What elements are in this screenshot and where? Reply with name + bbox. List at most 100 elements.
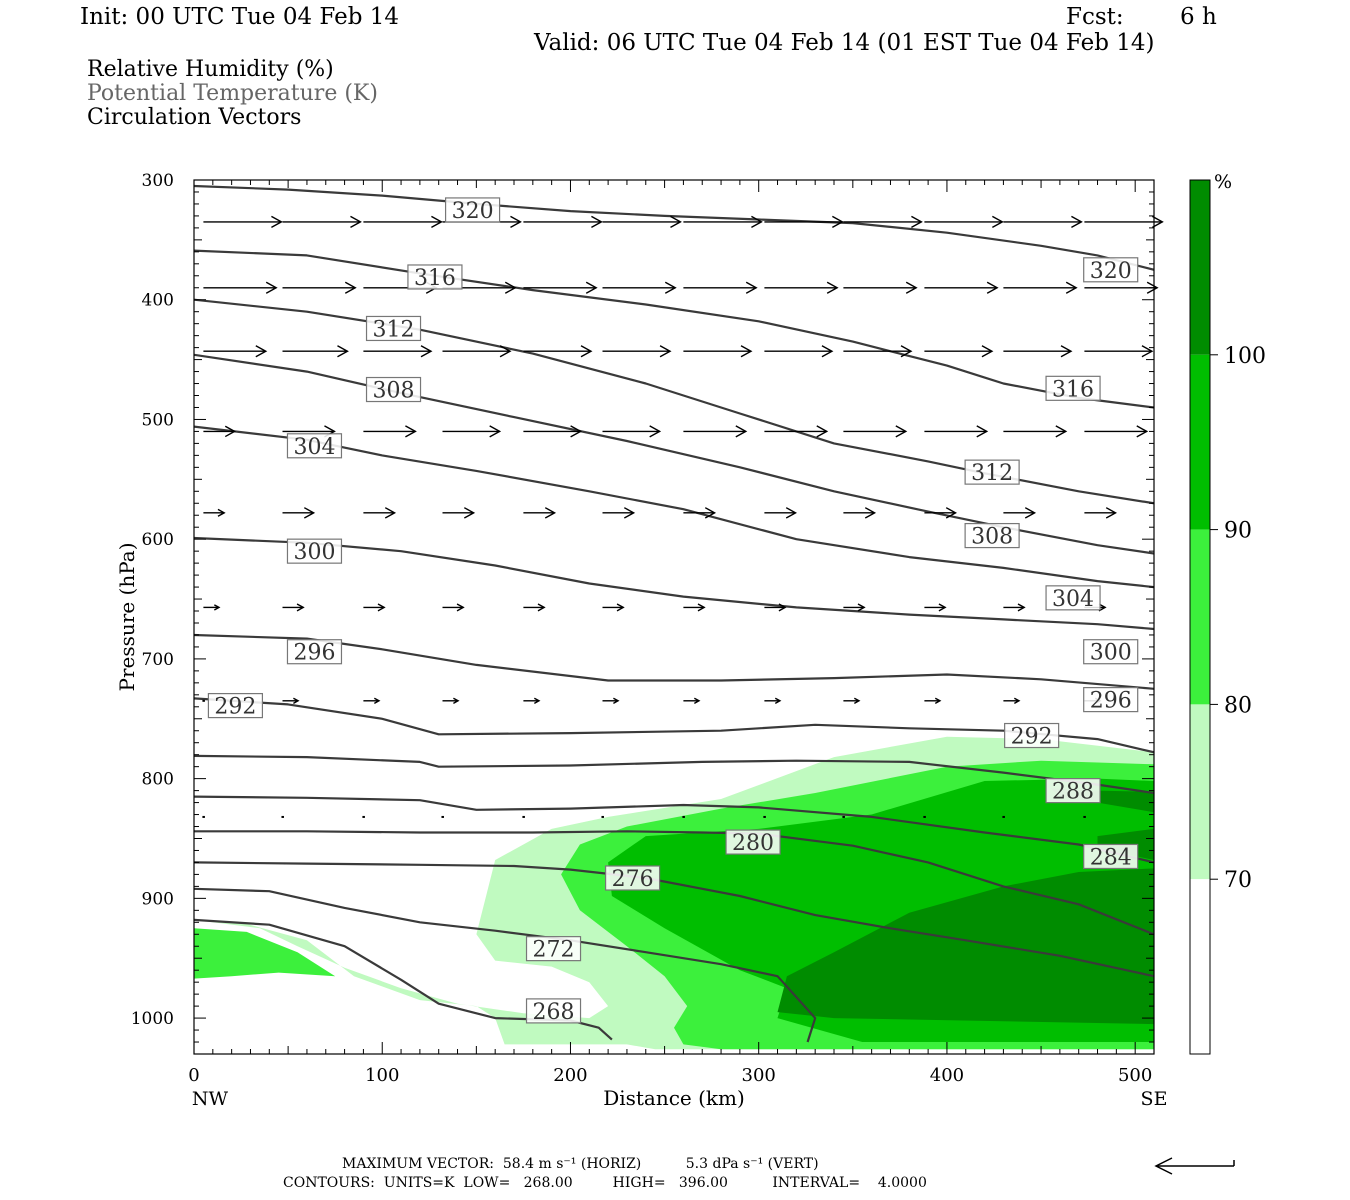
vector-r6-c2	[363, 697, 381, 704]
contour-label-320: 320	[1083, 257, 1139, 284]
vector-r6-c3	[442, 697, 460, 704]
vector-r0-c6	[683, 215, 763, 229]
svg-text:280: 280	[732, 831, 774, 856]
vector-r5-c5	[602, 603, 625, 612]
vector-r7-c9	[923, 815, 926, 818]
vector-r3-c5	[602, 425, 662, 438]
contour-label-300: 300	[1083, 639, 1139, 666]
svg-text:320: 320	[1090, 259, 1132, 284]
y-tick-700: 700	[142, 650, 174, 670]
contour-label-272: 272	[525, 936, 582, 963]
svg-text:308: 308	[373, 379, 415, 404]
y-tick-400: 400	[142, 291, 174, 311]
contour-label-308: 308	[365, 376, 422, 404]
svg-text:312: 312	[373, 317, 415, 342]
vector-r1-c1	[282, 281, 357, 294]
theta-contour-316	[194, 249, 1154, 409]
vector-r6-c7	[764, 697, 782, 704]
vector-r3-c6	[683, 425, 748, 438]
vector-r5-c10	[1003, 603, 1026, 612]
contour-label-280: 280	[725, 829, 781, 856]
vector-r6-c10	[1003, 697, 1021, 704]
colorbar-label-100: 100	[1224, 344, 1266, 369]
init-time: Init: 00 UTC Tue 04 Feb 14	[80, 4, 400, 30]
vector-r0-c9	[924, 215, 1004, 229]
contour-label-268: 268	[525, 998, 582, 1025]
vector-r2-c9	[924, 345, 994, 358]
field-potential-temperature: Potential Temperature (K)	[87, 81, 378, 106]
vector-r3-c4	[523, 425, 583, 438]
vector-r2-c10	[1003, 345, 1073, 358]
vector-r5-c7	[764, 603, 787, 612]
y-tick-800: 800	[142, 770, 174, 790]
svg-text:320: 320	[452, 199, 494, 224]
vector-r7-c6	[682, 815, 685, 818]
vector-r4-c9	[924, 507, 958, 519]
theta-contour-320	[194, 184, 1154, 271]
vector-r7-c11	[1083, 815, 1086, 818]
colorbar: % 100 90 80 70	[1189, 171, 1266, 1055]
vector-r4-c7	[764, 507, 798, 519]
vector-r5-c0	[203, 604, 221, 611]
vector-r6-c5	[602, 697, 620, 704]
vector-r5-c1	[282, 603, 305, 612]
vector-r3-c8	[843, 425, 908, 438]
vector-r1-c0	[203, 281, 278, 294]
vector-r6-c8	[843, 697, 861, 704]
vector-r6-c9	[924, 697, 942, 704]
contours-note: CONTOURS: UNITS=K LOW= 268.00 HIGH= 396.…	[283, 1175, 927, 1191]
contour-label-296: 296	[1083, 687, 1139, 714]
reference-vector-arrow	[1154, 1157, 1235, 1175]
vector-r3-c7	[764, 425, 829, 438]
vector-r5-c4	[523, 603, 546, 612]
contour-label-292: 292	[1004, 722, 1060, 750]
contour-label-308: 308	[964, 522, 1020, 550]
svg-text:316: 316	[414, 266, 456, 291]
y-tick-900: 900	[142, 889, 174, 909]
vector-r0-c4	[523, 215, 603, 229]
vector-r1-c8	[843, 281, 918, 294]
contour-label-288: 288	[1045, 778, 1101, 805]
svg-text:308: 308	[971, 525, 1013, 550]
x-tick-500: 500	[1118, 1065, 1152, 1086]
vector-r5-c3	[442, 603, 465, 612]
vector-r3-c2	[363, 425, 417, 438]
x-axis-label: Distance (km)	[603, 1086, 745, 1110]
svg-text:292: 292	[1011, 725, 1053, 750]
vector-r0-c1	[282, 215, 362, 229]
vector-r2-c7	[764, 345, 834, 358]
contour-label-312: 312	[964, 459, 1020, 486]
vector-r3-c0	[203, 425, 237, 438]
vector-r5-c6	[683, 603, 706, 612]
vector-r5-c9	[924, 603, 947, 612]
svg-text:312: 312	[971, 461, 1013, 486]
vector-r1-c7	[764, 281, 839, 294]
vector-r7-c1	[281, 815, 284, 818]
vector-r5-c2	[363, 603, 386, 612]
vector-r4-c10	[1003, 507, 1037, 519]
contour-label-296: 296	[286, 639, 343, 666]
x-tick-0: 0	[188, 1065, 199, 1086]
contour-label-316: 316	[407, 264, 463, 291]
rh-region-1	[194, 928, 336, 979]
vector-r7-c5	[601, 815, 604, 818]
vector-r0-c5	[602, 215, 682, 229]
vector-r7-c2	[362, 815, 365, 818]
vector-r0-c10	[1003, 215, 1083, 229]
svg-text:272: 272	[533, 938, 575, 963]
theta-contour-304	[194, 425, 1154, 589]
vector-r4-c8	[843, 507, 877, 519]
svg-text:300: 300	[1090, 641, 1132, 666]
theta-contour-276	[194, 861, 1154, 978]
y-tick-1000: 1000	[131, 1009, 174, 1029]
contour-label-304: 304	[1045, 585, 1101, 612]
x-tick-200: 200	[553, 1065, 587, 1086]
y-tick-500: 500	[142, 410, 174, 430]
vector-r1-c10	[1003, 281, 1078, 294]
contour-label-316: 316	[1045, 375, 1101, 402]
vector-r7-c3	[441, 815, 444, 818]
maximum-vector-note: MAXIMUM VECTOR: 58.4 m s⁻¹ (HORIZ) 5.3 d…	[342, 1156, 819, 1172]
forecast-hour: 6 h	[1180, 4, 1217, 30]
vector-r4-c2	[363, 507, 397, 519]
